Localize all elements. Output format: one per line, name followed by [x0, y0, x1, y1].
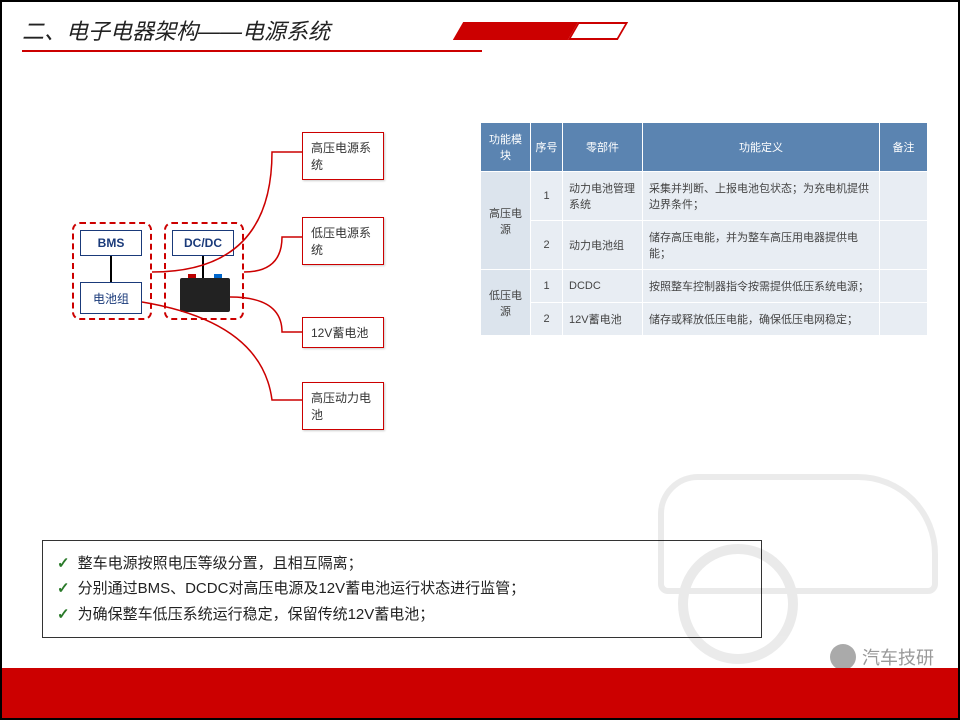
- cell-module: 低压电源: [481, 270, 531, 336]
- table-header-row: 功能模块 序号 零部件 功能定义 备注: [481, 123, 928, 172]
- header: 二、电子电器架构——电源系统: [22, 14, 938, 56]
- node-pack-label: 电池组: [93, 290, 129, 307]
- node-bms-label: BMS: [98, 236, 125, 250]
- cell-func: 采集并判断、上报电池包状态；为充电机提供边界条件；: [643, 172, 880, 221]
- function-table: 功能模块 序号 零部件 功能定义 备注 高压电源1动力电池管理系统采集并判断、上…: [480, 122, 928, 336]
- callout-hv-system: 高压电源系统: [302, 132, 384, 180]
- th-seq: 序号: [531, 123, 563, 172]
- th-part: 零部件: [563, 123, 643, 172]
- node-bms: BMS: [80, 230, 142, 256]
- cell-part: 12V蓄电池: [563, 303, 643, 336]
- th-func: 功能定义: [643, 123, 880, 172]
- cell-func: 按照整车控制器指令按需提供低压系统电源；: [643, 270, 880, 303]
- link-dcdc-batt: [202, 256, 204, 278]
- power-system-diagram: BMS 电池组 DC/DC 高压电源系统 低压电源系统 12V蓄电池 高压动力电…: [72, 122, 452, 452]
- cell-func: 储存或释放低压电能，确保低压电网稳定；: [643, 303, 880, 336]
- cell-part: 动力电池管理系统: [563, 172, 643, 221]
- table-row: 低压电源1DCDC按照整车控制器指令按需提供低压系统电源；: [481, 270, 928, 303]
- cell-note: [880, 303, 928, 336]
- bullet-item: 分别通过BMS、DCDC对高压电源及12V蓄电池运行状态进行监管；: [57, 576, 747, 602]
- footer-brand: 汽车技研: [830, 644, 934, 670]
- table-row: 高压电源1动力电池管理系统采集并判断、上报电池包状态；为充电机提供边界条件；: [481, 172, 928, 221]
- slide: 二、电子电器架构——电源系统 BMS 电池组 DC/DC 高压电源系统 低压电源…: [0, 0, 960, 720]
- cell-module: 高压电源: [481, 172, 531, 270]
- node-dcdc: DC/DC: [172, 230, 234, 256]
- callout-lv-system: 低压电源系统: [302, 217, 384, 265]
- th-module: 功能模块: [481, 123, 531, 172]
- link-bms-pack: [110, 256, 112, 282]
- table-row: 212V蓄电池储存或释放低压电能，确保低压电网稳定；: [481, 303, 928, 336]
- table: 功能模块 序号 零部件 功能定义 备注 高压电源1动力电池管理系统采集并判断、上…: [480, 122, 928, 336]
- node-pack: 电池组: [80, 282, 142, 314]
- bullet-item: 为确保整车低压系统运行稳定，保留传统12V蓄电池；: [57, 602, 747, 628]
- battery-12v-icon: [180, 278, 230, 312]
- cell-func: 储存高压电能，并为整车高压用电器提供电能；: [643, 221, 880, 270]
- cell-note: [880, 172, 928, 221]
- cell-seq: 2: [531, 303, 563, 336]
- node-dcdc-label: DC/DC: [184, 236, 222, 250]
- table-row: 2动力电池组储存高压电能，并为整车高压用电器提供电能；: [481, 221, 928, 270]
- cell-seq: 1: [531, 270, 563, 303]
- page-title: 二、电子电器架构——电源系统: [22, 14, 482, 52]
- car-watermark: [648, 464, 948, 664]
- brand-label: 汽车技研: [862, 644, 934, 670]
- callout-12v-battery: 12V蓄电池: [302, 317, 384, 348]
- bullet-item: 整车电源按照电压等级分置，且相互隔离；: [57, 551, 747, 577]
- wechat-icon: [830, 644, 856, 670]
- cell-part: 动力电池组: [563, 221, 643, 270]
- cell-seq: 2: [531, 221, 563, 270]
- cell-part: DCDC: [563, 270, 643, 303]
- th-note: 备注: [880, 123, 928, 172]
- header-accent: [458, 22, 638, 46]
- footer-bar: [2, 668, 958, 718]
- cell-note: [880, 221, 928, 270]
- callout-hv-pack: 高压动力电池: [302, 382, 384, 430]
- cell-seq: 1: [531, 172, 563, 221]
- cell-note: [880, 270, 928, 303]
